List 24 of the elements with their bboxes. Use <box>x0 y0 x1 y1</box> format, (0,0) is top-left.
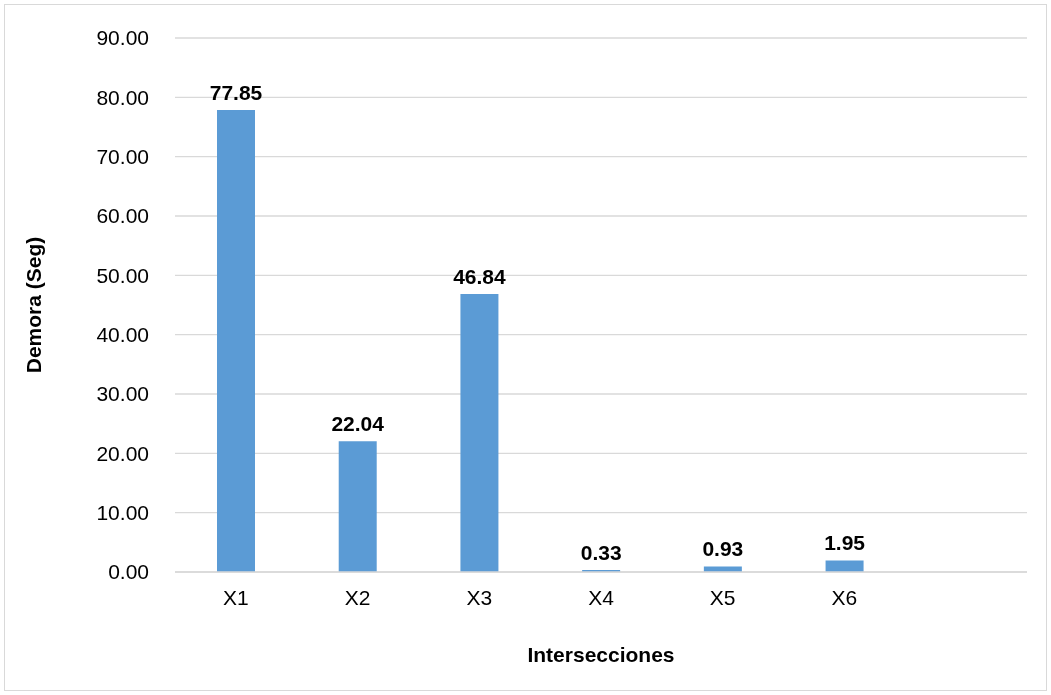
y-tick-label: 30.00 <box>96 382 149 406</box>
data-label: 77.85 <box>209 81 263 105</box>
y-tick-label: 10.00 <box>96 501 149 525</box>
x-tick-label: X4 <box>588 585 615 609</box>
data-label: 22.04 <box>331 412 385 436</box>
data-label: 1.95 <box>824 531 866 555</box>
y-tick-label: 50.00 <box>96 263 149 287</box>
y-axis-title: Demora (Seg) <box>22 236 46 374</box>
y-tick-label: 90.00 <box>96 26 149 50</box>
y-tick-label: 0.00 <box>108 560 149 584</box>
y-tick-label: 80.00 <box>96 85 149 109</box>
x-tick-label: X2 <box>344 585 371 609</box>
x-axis-title: Intersecciones <box>527 643 675 666</box>
y-tick-label: 20.00 <box>96 441 149 465</box>
data-label: 0.33 <box>580 541 622 565</box>
x-tick-label: X5 <box>709 585 736 609</box>
y-tick-label: 60.00 <box>96 204 149 228</box>
y-tick-label: 40.00 <box>96 323 149 347</box>
x-tick-label: X6 <box>831 585 858 609</box>
data-label: 46.84 <box>453 265 507 289</box>
data-label: 0.93 <box>702 537 744 561</box>
x-tick-label: X1 <box>223 585 249 609</box>
x-tick-label: X3 <box>466 585 493 609</box>
y-tick-label: 70.00 <box>96 145 149 169</box>
